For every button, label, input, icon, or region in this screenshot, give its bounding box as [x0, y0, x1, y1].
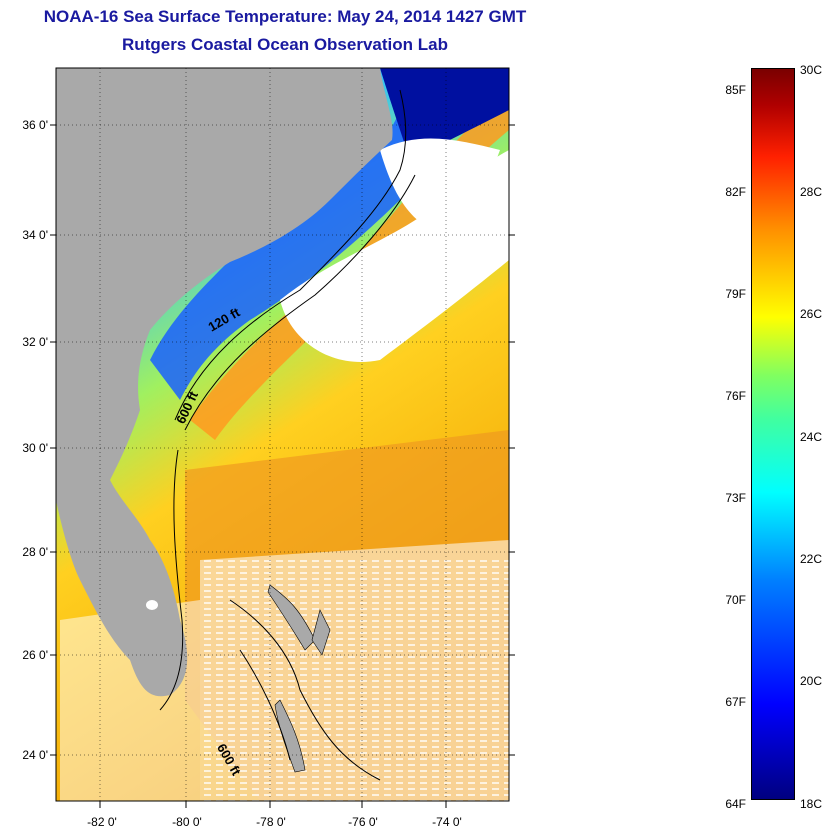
colorbar-label-24c: 24C — [800, 430, 823, 444]
lat-label-36: 36 0' — [22, 118, 48, 132]
lon-label-76: -76 0' — [348, 815, 378, 829]
islands-bahamas — [267, 584, 331, 773]
colorbar-label-67f: 67F — [725, 695, 746, 709]
lat-label-30: 30 0' — [22, 441, 48, 455]
colorbar-label-73f: 73F — [725, 491, 746, 505]
cloud-cover — [60, 138, 509, 801]
colorbar-label-85f: 85F — [725, 83, 746, 97]
map-title: NOAA-16 Sea Surface Temperature: May 24,… — [43, 7, 527, 26]
lat-label-26: 26 0' — [22, 648, 48, 662]
lon-label-74: -74 0' — [432, 815, 462, 829]
lat-label-32: 32 0' — [22, 335, 48, 349]
colorbar-label-18c: 18C — [800, 797, 823, 811]
lat-label-24: 24 0' — [22, 748, 48, 762]
lon-label-82: -82 0' — [87, 815, 117, 829]
lake-okeechobee — [146, 600, 158, 610]
lon-label-78: -78 0' — [256, 815, 286, 829]
colorbar-label-28c: 28C — [800, 185, 823, 199]
colorbar-label-20c: 20C — [800, 674, 823, 688]
colorbar-label-30c: 30C — [800, 63, 823, 77]
axis-ticks — [50, 124, 515, 808]
land-mainland — [56, 68, 393, 697]
temperature-colorbar — [751, 68, 795, 800]
lat-label-28: 28 0' — [22, 545, 48, 559]
colorbar-label-79f: 79F — [725, 287, 746, 301]
map-subtitle: Rutgers Coastal Ocean Observation Lab — [122, 35, 448, 54]
lat-label-34: 34 0' — [22, 228, 48, 242]
colorbar-label-76f: 76F — [725, 389, 746, 403]
far-north-cold-water — [380, 68, 509, 160]
colorbar-label-64f: 64F — [725, 797, 746, 811]
map-frame — [55, 67, 510, 802]
colorbar-label-70f: 70F — [725, 593, 746, 607]
depth-contours — [159, 89, 416, 781]
colorbar-label-22c: 22C — [800, 552, 823, 566]
colorbar-label-26c: 26C — [800, 307, 823, 321]
lon-label-80: -80 0' — [172, 815, 202, 829]
colorbar-label-82f: 82F — [725, 185, 746, 199]
